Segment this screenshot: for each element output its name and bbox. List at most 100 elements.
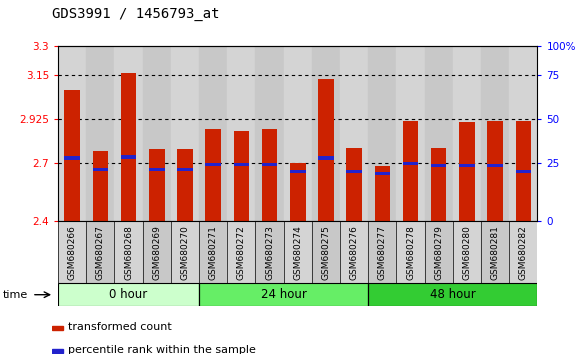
Bar <box>92 168 108 171</box>
Text: GSM680275: GSM680275 <box>321 225 331 280</box>
Bar <box>87 46 114 221</box>
Bar <box>403 162 418 165</box>
Bar <box>431 148 446 221</box>
Text: GSM680282: GSM680282 <box>519 225 528 280</box>
Text: GSM680278: GSM680278 <box>406 225 415 280</box>
Bar <box>121 155 137 159</box>
Text: GSM680273: GSM680273 <box>265 225 274 280</box>
Bar <box>290 163 306 221</box>
Bar <box>262 163 277 166</box>
Bar <box>64 156 80 160</box>
Text: 24 hour: 24 hour <box>261 288 307 301</box>
Bar <box>459 122 475 221</box>
Bar <box>199 46 227 221</box>
Text: 48 hour: 48 hour <box>430 288 476 301</box>
Text: transformed count: transformed count <box>67 322 171 332</box>
Bar <box>52 349 63 353</box>
Text: GSM680277: GSM680277 <box>378 225 387 280</box>
Text: GSM680274: GSM680274 <box>293 225 302 280</box>
Bar <box>509 221 537 283</box>
Bar <box>199 283 368 306</box>
Bar <box>396 46 425 221</box>
Bar <box>58 283 199 306</box>
Text: GSM680271: GSM680271 <box>209 225 218 280</box>
Bar <box>481 46 509 221</box>
Bar <box>234 163 249 166</box>
Bar <box>143 221 171 283</box>
Bar <box>149 168 164 171</box>
Bar <box>431 164 446 167</box>
Bar <box>256 221 284 283</box>
Text: GSM680267: GSM680267 <box>96 225 105 280</box>
Bar <box>92 151 108 221</box>
Text: GSM680266: GSM680266 <box>68 225 77 280</box>
Text: GDS3991 / 1456793_at: GDS3991 / 1456793_at <box>52 7 220 21</box>
Bar <box>284 221 312 283</box>
Bar <box>177 149 193 221</box>
Bar <box>64 90 80 221</box>
Bar <box>318 156 333 160</box>
Bar <box>52 326 63 331</box>
Bar <box>206 129 221 221</box>
Bar <box>368 283 537 306</box>
Bar <box>114 46 143 221</box>
Text: time: time <box>3 290 28 300</box>
Bar <box>459 164 475 167</box>
Bar <box>58 283 199 306</box>
Bar <box>312 46 340 221</box>
Text: GSM680280: GSM680280 <box>462 225 471 280</box>
Bar <box>481 221 509 283</box>
Bar <box>114 221 143 283</box>
Text: GSM680279: GSM680279 <box>434 225 443 280</box>
Text: GSM680272: GSM680272 <box>237 225 246 280</box>
Bar <box>346 170 362 173</box>
Bar <box>453 46 481 221</box>
Text: GSM680268: GSM680268 <box>124 225 133 280</box>
Bar <box>290 170 306 173</box>
Bar <box>453 221 481 283</box>
Bar <box>375 172 390 175</box>
Bar <box>312 221 340 283</box>
Bar <box>199 221 227 283</box>
Bar <box>487 121 503 221</box>
Bar <box>87 221 114 283</box>
Bar <box>171 46 199 221</box>
Bar <box>206 163 221 166</box>
Bar <box>368 221 396 283</box>
Bar <box>58 221 87 283</box>
Text: GSM680276: GSM680276 <box>350 225 358 280</box>
Bar <box>318 79 333 221</box>
Text: GSM680281: GSM680281 <box>490 225 500 280</box>
Bar <box>375 166 390 221</box>
Bar <box>171 221 199 283</box>
Bar <box>403 121 418 221</box>
Bar <box>227 221 256 283</box>
Bar <box>58 46 87 221</box>
Bar <box>346 148 362 221</box>
Bar <box>515 170 531 173</box>
Bar <box>234 131 249 221</box>
Bar <box>340 46 368 221</box>
Bar <box>199 283 368 306</box>
Text: GSM680269: GSM680269 <box>152 225 162 280</box>
Bar <box>425 46 453 221</box>
Bar <box>149 149 164 221</box>
Bar <box>256 46 284 221</box>
Bar <box>177 168 193 171</box>
Text: 0 hour: 0 hour <box>109 288 148 301</box>
Bar <box>368 283 537 306</box>
Bar <box>515 121 531 221</box>
Bar <box>368 46 396 221</box>
Bar <box>509 46 537 221</box>
Text: GSM680270: GSM680270 <box>181 225 189 280</box>
Bar <box>487 164 503 167</box>
Bar <box>340 221 368 283</box>
Bar <box>284 46 312 221</box>
Bar <box>121 73 137 221</box>
Bar <box>143 46 171 221</box>
Bar <box>425 221 453 283</box>
Bar <box>227 46 256 221</box>
Bar <box>262 129 277 221</box>
Bar <box>396 221 425 283</box>
Text: percentile rank within the sample: percentile rank within the sample <box>67 345 256 354</box>
